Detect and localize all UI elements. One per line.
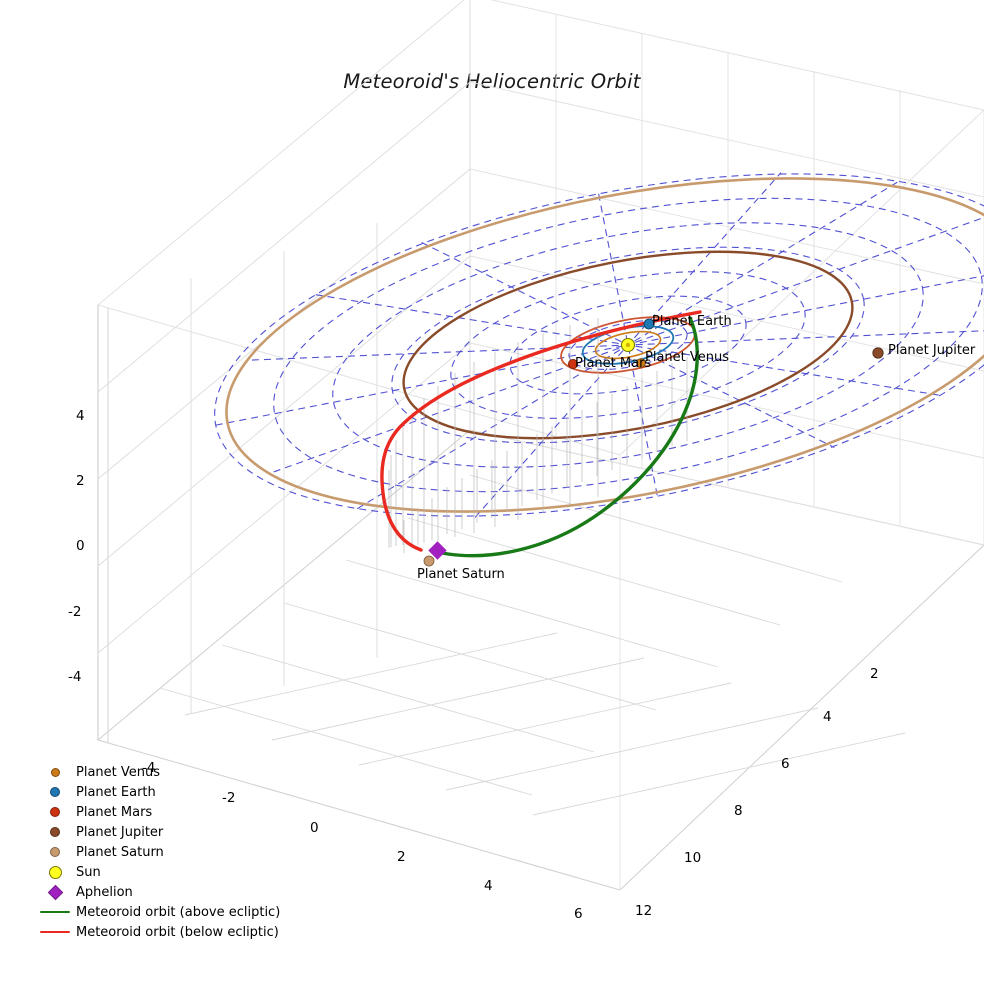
legend-item-aphelion[interactable]: Aphelion xyxy=(34,882,294,902)
legend: Planet Venus Planet Earth Planet Mars Pl… xyxy=(34,762,294,942)
circle-icon xyxy=(34,787,76,797)
x-tick-label: -4 xyxy=(142,760,156,776)
line-icon xyxy=(34,930,76,934)
x-tick-label: 0 xyxy=(310,820,319,836)
legend-item-planet-mars[interactable]: Planet Mars xyxy=(34,802,294,822)
legend-label: Planet Mars xyxy=(76,804,153,820)
trajectory-droplines xyxy=(388,318,688,553)
legend-label: Aphelion xyxy=(76,884,133,900)
legend-item-planet-saturn[interactable]: Planet Saturn xyxy=(34,842,294,862)
y-tick-label: 2 xyxy=(870,666,879,682)
venus-marker[interactable] xyxy=(636,358,646,368)
annotation-planet-venus: Planet Venus xyxy=(645,350,730,365)
circle-icon xyxy=(34,807,76,817)
axes-box-wireframe xyxy=(96,0,984,891)
meteoroid-orbit-below-ecliptic xyxy=(380,310,702,552)
legend-item-planet-earth[interactable]: Planet Earth xyxy=(34,782,294,802)
legend-label: Planet Earth xyxy=(76,784,156,800)
jupiter-marker[interactable] xyxy=(872,347,884,359)
z-tick-label: -2 xyxy=(68,604,82,620)
z-tick-label: 4 xyxy=(76,408,85,424)
line-icon xyxy=(34,910,76,914)
legend-item-planet-venus[interactable]: Planet Venus xyxy=(34,762,294,782)
annotation-planet-earth: Planet Earth xyxy=(652,314,732,329)
page-title: Meteoroid's Heliocentric Orbit xyxy=(343,70,641,93)
x-tick-label: 4 xyxy=(484,878,493,894)
x-tick-label: 2 xyxy=(397,849,406,865)
orbit-saturn xyxy=(225,177,984,513)
legend-label: Meteoroid orbit (below ecliptic) xyxy=(76,924,279,940)
circle-icon xyxy=(34,847,76,857)
legend-label: Planet Saturn xyxy=(76,844,164,860)
orbit-venus xyxy=(594,330,662,360)
legend-item-sun[interactable]: Sun xyxy=(34,862,294,882)
circle-icon xyxy=(34,767,76,777)
aphelion-marker[interactable] xyxy=(428,541,447,560)
legend-item-orbit-above-ecliptic[interactable]: Meteoroid orbit (above ecliptic) xyxy=(34,902,294,922)
circle-icon xyxy=(34,865,76,879)
saturn-marker[interactable] xyxy=(423,555,435,567)
earth-marker[interactable] xyxy=(643,318,655,330)
meteoroid-orbit-above-ecliptic xyxy=(431,316,699,558)
mars-marker[interactable] xyxy=(568,358,579,369)
legend-label: Planet Jupiter xyxy=(76,824,164,840)
y-tick-label: 12 xyxy=(635,903,653,919)
y-tick-label: 6 xyxy=(781,756,790,772)
legend-item-orbit-below-ecliptic[interactable]: Meteoroid orbit (below ecliptic) xyxy=(34,922,294,942)
x-tick-label: -2 xyxy=(222,790,236,806)
orbit-jupiter xyxy=(402,250,854,440)
z-tick-label: 0 xyxy=(76,538,85,554)
legend-item-planet-jupiter[interactable]: Planet Jupiter xyxy=(34,822,294,842)
z-tick-label: 2 xyxy=(76,473,85,489)
circle-icon xyxy=(34,827,76,837)
left-wall-grid xyxy=(97,81,471,713)
legend-label: Meteoroid orbit (above ecliptic) xyxy=(76,904,281,920)
sun-marker[interactable] xyxy=(620,337,636,353)
floor-grid xyxy=(159,474,906,816)
annotation-planet-mars: Planet Mars xyxy=(575,356,652,371)
z-tick-label: -4 xyxy=(68,669,82,685)
x-tick-label: 6 xyxy=(574,906,583,922)
y-tick-label: 4 xyxy=(823,709,832,725)
y-tick-label: 10 xyxy=(684,850,702,866)
legend-label: Planet Venus xyxy=(76,764,161,780)
solar-system-bodies xyxy=(423,318,884,567)
annotation-planet-jupiter: Planet Jupiter xyxy=(888,343,976,358)
annotation-planet-saturn: Planet Saturn xyxy=(417,567,505,582)
back-wall-grid xyxy=(469,14,984,546)
y-tick-label: 8 xyxy=(734,803,743,819)
legend-label: Sun xyxy=(76,864,101,880)
diamond-icon xyxy=(34,884,76,900)
